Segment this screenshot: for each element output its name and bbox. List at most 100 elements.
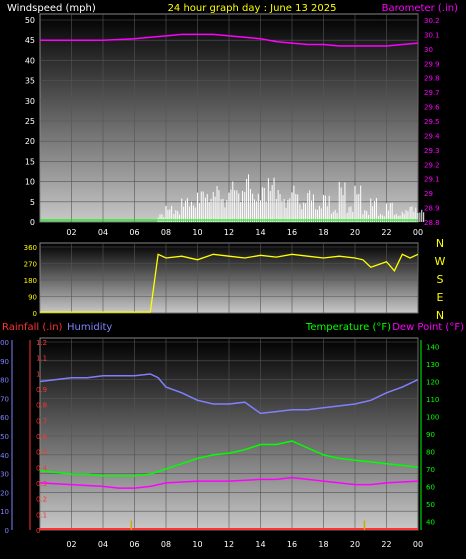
barometer-axis-label: Barometer (.in): [382, 3, 458, 14]
direction-panel-grid: [40, 243, 419, 314]
rainfall-tick-label: 0.9: [36, 386, 47, 394]
direction-degree-ticks: 0 90 180 270 360: [24, 244, 37, 318]
temperature-tick-label: 50: [426, 501, 435, 509]
wind-tick-label: 45: [25, 36, 35, 45]
barometer-tick-label: 30: [424, 46, 433, 54]
rainfall-tick-label: 0.1: [36, 511, 47, 519]
barometer-tick-label: 29.9: [424, 60, 440, 68]
rainfall-tick-label: 0.5: [36, 449, 47, 457]
x-tick-label: 04: [98, 540, 108, 549]
x-tick-label: 14: [255, 228, 265, 237]
temperature-tick-label: 80: [426, 448, 435, 456]
wind-tick-label: 40: [25, 56, 35, 65]
compass-label: N: [436, 309, 444, 322]
humidity-tick-label: 70: [0, 395, 9, 403]
barometer-tick-label: 28.8: [424, 219, 440, 227]
barometer-tick-label: 30.2: [424, 17, 440, 25]
humidity-tick-label: 100: [0, 339, 9, 347]
rainfall-tick-label: 0.4: [36, 464, 48, 472]
rainfall-tick-label: 1.1: [36, 355, 47, 363]
humidity-tick-label: 0: [5, 527, 9, 535]
wind-panel-x-ticks: 02 04 06 08 10 12 14 16 18 20 22 00: [66, 228, 423, 237]
wind-direction-line: [40, 253, 419, 313]
humidity-tick-label: 40: [0, 452, 9, 460]
x-tick-label: 14: [255, 540, 265, 549]
x-tick-label: 10: [192, 540, 202, 549]
direction-tick-label: 270: [24, 261, 37, 269]
wind-panel-grid: [40, 14, 419, 223]
temperature-tick-label: 110: [426, 396, 439, 404]
rainfall-tick-label: 0.2: [36, 496, 47, 504]
climate-panel-x-ticks: 02 04 06 08 10 12 14 16 18 20 22 00: [66, 540, 423, 549]
humidity-line: [39, 373, 419, 415]
x-tick-label: 06: [129, 540, 139, 549]
barometer-tick-label: 29.1: [424, 176, 440, 184]
compass-label: N: [436, 237, 444, 250]
humidity-tick-label: 20: [0, 489, 9, 497]
graph-title: 24 hour graph day : June 13 2025: [168, 3, 337, 14]
rainfall-tick-label: 0.8: [36, 402, 47, 410]
direction-tick-label: 90: [28, 294, 37, 302]
wind-tick-label: 15: [25, 157, 35, 166]
humidity-ticks: 0 10 20 30 40 50 60 70 80 90 100: [0, 339, 9, 535]
barometer-tick-label: 28.9: [424, 205, 440, 213]
wind-tick-label: 0: [30, 218, 35, 227]
wind-speed-ticks: 0 5 10 15 20 25 30 35 40 45 50: [25, 16, 35, 227]
temperature-tick-label: 40: [426, 518, 435, 526]
x-tick-label: 02: [66, 228, 76, 237]
barometer-tick-label: 29: [424, 190, 433, 198]
temperature-tick-label: 90: [426, 431, 435, 439]
temperature-ticks: 40 50 60 70 80 90 100 110 120 130 140: [426, 344, 439, 527]
x-tick-label: 04: [98, 228, 108, 237]
wind-axis-label: Windspeed (mph): [7, 3, 96, 14]
barometer-ticks: 28.8 28.9 29 29.1 29.2 29.3 29.4 29.5 29.6 29.7 29…: [424, 17, 440, 227]
barometer-tick-label: 29.4: [424, 132, 440, 140]
x-tick-label: 08: [161, 228, 171, 237]
wind-tick-label: 5: [30, 198, 35, 207]
rainfall-axis-label: Rainfall (.in): [2, 322, 63, 333]
dew-point-axis-label: Dew Point (°F): [392, 322, 464, 333]
rainfall-tick-label: 0: [36, 527, 40, 535]
direction-tick-label: 360: [24, 244, 37, 252]
temperature-axis-label: Temperature (°F): [305, 322, 391, 333]
x-tick-label: 00: [413, 540, 423, 549]
temperature-line: [39, 440, 419, 477]
humidity-tick-label: 60: [0, 414, 9, 422]
barometer-line: [40, 33, 419, 47]
x-tick-label: 12: [224, 540, 234, 549]
humidity-tick-label: 30: [0, 471, 9, 479]
compass-label: S: [437, 273, 444, 286]
direction-tick-label: 180: [24, 277, 37, 285]
wind-tick-label: 10: [25, 178, 35, 187]
x-tick-label: 16: [287, 540, 297, 549]
wind-tick-label: 35: [25, 77, 35, 86]
wind-tick-label: 30: [25, 97, 35, 106]
x-tick-label: 16: [287, 228, 297, 237]
temperature-tick-label: 140: [426, 344, 439, 352]
barometer-tick-label: 29.5: [424, 118, 440, 126]
x-tick-label: 10: [192, 228, 202, 237]
temperature-tick-label: 60: [426, 483, 435, 491]
temperature-tick-label: 70: [426, 466, 435, 474]
rainfall-ticks: 0 0.1 0.2 0.3 0.4 0.5 0.6 0.7 0.8 0.9 1 1.1 1.2: [36, 339, 48, 535]
x-tick-label: 08: [161, 540, 171, 549]
direction-tick-label: 0: [33, 310, 37, 318]
x-tick-label: 18: [318, 540, 328, 549]
climate-panel-series: [39, 373, 419, 530]
rainfall-tick-label: 1.2: [36, 339, 47, 347]
x-tick-label: 22: [381, 540, 391, 549]
rainfall-tick-label: 0.7: [36, 417, 47, 425]
barometer-tick-label: 29.7: [424, 89, 440, 97]
rainfall-tick-label: 0.6: [36, 433, 48, 441]
x-tick-label: 18: [318, 228, 328, 237]
barometer-tick-label: 29.6: [424, 104, 440, 112]
compass-label: W: [435, 255, 446, 268]
humidity-axis-label: Humidity: [67, 322, 112, 333]
barometer-tick-label: 29.2: [424, 161, 440, 169]
humidity-tick-label: 80: [0, 377, 9, 385]
barometer-tick-label: 30.1: [424, 31, 440, 39]
compass-label: E: [437, 291, 444, 304]
